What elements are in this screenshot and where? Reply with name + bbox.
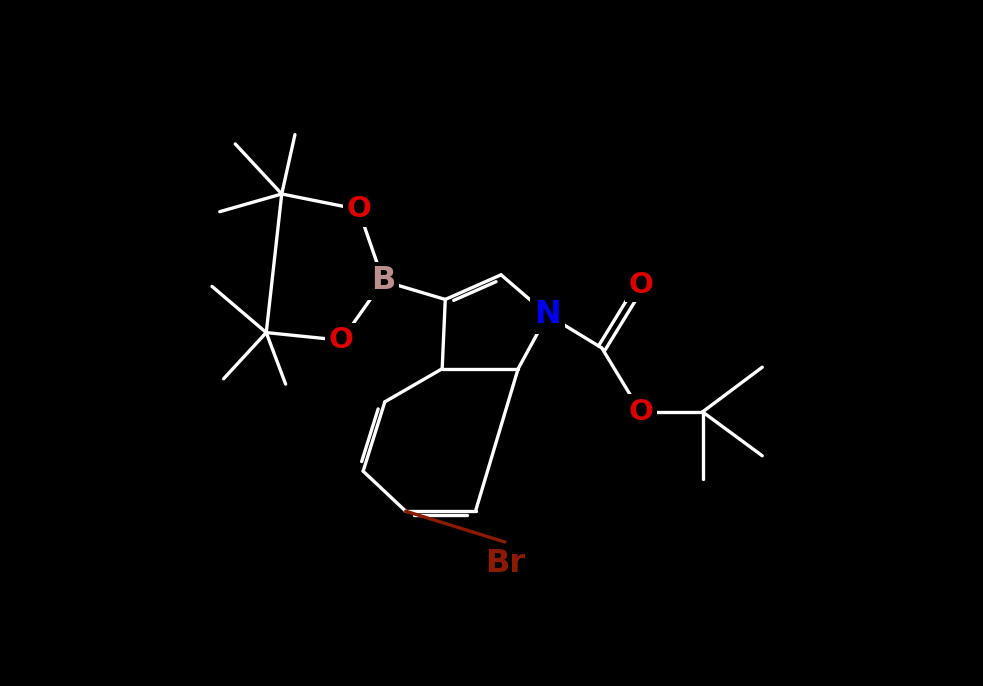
Text: N: N	[534, 299, 561, 331]
Text: O: O	[329, 327, 354, 354]
Text: O: O	[628, 398, 653, 426]
Text: Br: Br	[485, 548, 525, 579]
Text: O: O	[628, 271, 653, 299]
Text: B: B	[372, 265, 395, 296]
Text: O: O	[346, 196, 371, 224]
